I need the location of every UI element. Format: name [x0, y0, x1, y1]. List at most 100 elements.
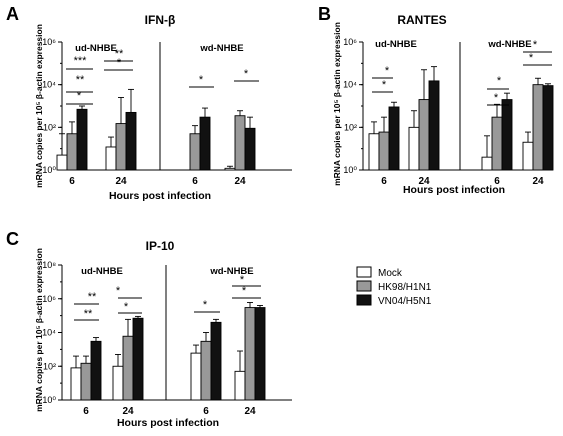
bar-mock — [105, 146, 117, 171]
bar-hk98-h1n1 — [418, 99, 430, 171]
significance-marker: ** — [88, 291, 97, 303]
bar-vn04-h5n1 — [90, 340, 102, 401]
y-tick-label: 10⁶ — [343, 37, 357, 47]
bar-vn04-h5n1 — [132, 317, 144, 401]
category-label: 6 — [192, 176, 198, 187]
bar-mock — [234, 370, 246, 401]
y-tick-label: 10⁶ — [42, 294, 56, 304]
significance-marker: * — [116, 285, 121, 297]
legend-swatch — [356, 280, 372, 292]
category-label: 6 — [203, 406, 209, 417]
category-label: 6 — [69, 176, 75, 187]
bar-vn04-h5n1 — [125, 111, 137, 171]
panel-letter: A — [6, 4, 19, 24]
x-axis-label: Hours post infection — [403, 184, 505, 196]
y-tick-label: 10⁴ — [42, 80, 56, 90]
category-label: 24 — [418, 176, 430, 187]
category-label: 6 — [381, 176, 387, 187]
chart-title: RANTES — [397, 13, 446, 27]
y-tick-label: 10⁴ — [42, 328, 56, 338]
significance-marker: * — [494, 92, 499, 104]
bar-mock — [190, 352, 202, 401]
bar-hk98-h1n1 — [80, 362, 92, 401]
bar-vn04-h5n1 — [244, 127, 256, 171]
bar-hk98-h1n1 — [378, 131, 390, 171]
bar-hk98-h1n1 — [244, 307, 256, 401]
y-tick-label: 10⁰ — [42, 165, 56, 175]
x-axis-label: Hours post infection — [109, 190, 211, 202]
bar-vn04-h5n1 — [501, 99, 513, 171]
legend-label: VN04/H5N1 — [378, 296, 432, 307]
y-axis-label: mRNA copies per 10⁵ β-actin expression — [332, 22, 342, 186]
significance-marker: ** — [76, 74, 85, 86]
y-axis-label: mRNA copies per 10⁵ β-actin expression — [34, 24, 44, 188]
bar-mock — [481, 156, 493, 171]
bar-vn04-h5n1 — [76, 108, 88, 171]
bar-mock — [56, 154, 68, 171]
legend-swatch — [356, 294, 372, 306]
chart-title: IP-10 — [146, 239, 175, 253]
legend-label: Mock — [378, 268, 403, 279]
group-label: ud-NHBE — [81, 266, 123, 277]
category-label: 24 — [234, 176, 246, 187]
y-tick-label: 10² — [43, 122, 56, 132]
panel-letter: B — [318, 4, 331, 24]
category-label: 24 — [122, 406, 134, 417]
y-axis-label: mRNA copies per 10⁵ β-actin expression — [34, 248, 44, 412]
bar-vn04-h5n1 — [199, 116, 211, 171]
group-label: wd-NHBE — [209, 266, 253, 277]
bar-hk98-h1n1 — [189, 133, 201, 171]
significance-marker: * — [117, 57, 122, 69]
bar-hk98-h1n1 — [66, 133, 78, 171]
y-tick-label: 10⁰ — [343, 165, 357, 175]
significance-marker: * — [240, 274, 245, 286]
significance-marker: * — [382, 79, 387, 91]
y-tick-label: 10⁶ — [42, 37, 56, 47]
bar-mock — [368, 133, 380, 171]
significance-marker: * — [529, 52, 534, 64]
legend-swatch — [356, 266, 372, 278]
bar-vn04-h5n1 — [210, 321, 222, 401]
bar-vn04-h5n1 — [254, 307, 266, 401]
group-label: ud-NHBE — [75, 43, 117, 54]
category-label: 6 — [494, 176, 500, 187]
y-tick-label: 10² — [344, 122, 357, 132]
significance-marker: *** — [74, 55, 88, 67]
group-label: wd-NHBE — [487, 39, 531, 50]
significance-marker: * — [203, 299, 208, 311]
legend: Mock HK98/H1N1 VN04/H5N1 — [356, 266, 432, 307]
y-tick-label: 10⁰ — [42, 395, 56, 405]
significance-marker: ** — [115, 48, 124, 60]
bar-mock — [224, 167, 236, 171]
bar-hk98-h1n1 — [532, 84, 544, 171]
significance-marker: ** — [84, 308, 93, 320]
significance-marker: * — [533, 39, 538, 51]
significance-marker: * — [124, 301, 129, 313]
bar-hk98-h1n1 — [115, 123, 127, 171]
significance-marker: * — [385, 65, 390, 77]
bar-mock — [408, 126, 420, 171]
category-label: 6 — [83, 406, 89, 417]
bar-vn04-h5n1 — [388, 106, 400, 171]
bar-hk98-h1n1 — [122, 335, 134, 401]
category-label: 24 — [532, 176, 544, 187]
category-label: 24 — [244, 406, 256, 417]
chart-title: IFN-β — [145, 13, 176, 27]
bar-vn04-h5n1 — [428, 80, 440, 171]
group-label: wd-NHBE — [199, 43, 243, 54]
significance-marker: * — [244, 68, 249, 80]
legend-label: HK98/H1N1 — [378, 282, 432, 293]
significance-marker: * — [242, 285, 247, 297]
bar-mock — [112, 365, 124, 401]
significance-marker: * — [497, 75, 502, 87]
group-label: ud-NHBE — [375, 39, 417, 50]
y-tick-label: 10⁸ — [42, 260, 56, 270]
bar-hk98-h1n1 — [234, 115, 246, 171]
bar-mock — [70, 367, 82, 401]
x-axis-label: Hours post infection — [117, 417, 219, 429]
bar-mock — [522, 141, 534, 171]
